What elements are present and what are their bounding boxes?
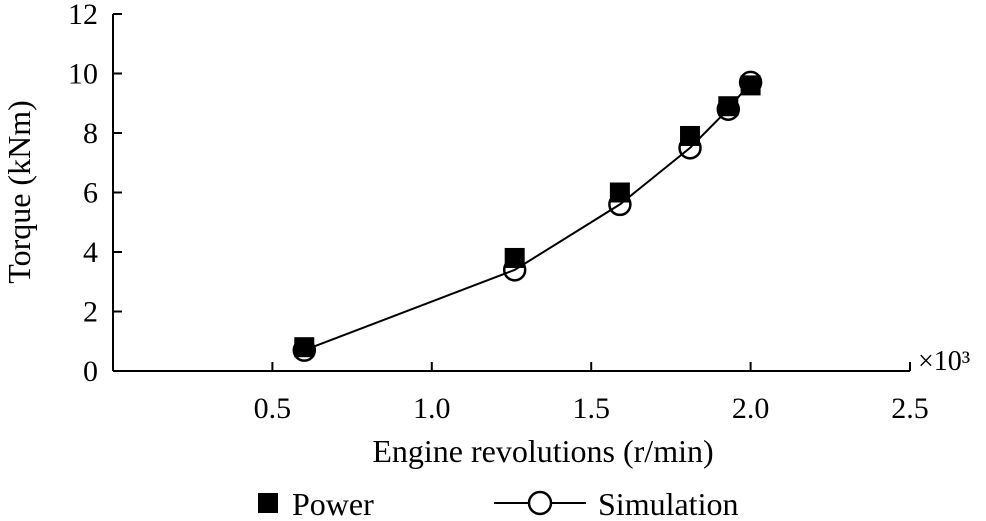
series-line-simulation	[303, 81, 752, 352]
x-tick-label: 0.5	[254, 392, 292, 425]
x-tick-label: 1.0	[413, 392, 451, 425]
y-tick-label: 8	[83, 117, 98, 150]
x-axis-title: Engine revolutions (r/min)	[372, 433, 713, 469]
y-axis-title: Torque (kNm)	[1, 100, 37, 283]
data-point-simulation	[608, 192, 632, 217]
data-point-power	[504, 247, 525, 268]
y-tick-label: 4	[83, 236, 98, 269]
data-point-power	[609, 182, 630, 203]
data-point-simulation	[738, 70, 763, 95]
data-point-power	[680, 125, 701, 146]
legend-filled-square-icon	[258, 493, 278, 513]
y-ticks: 0 2 4 6 8 10 12	[68, 0, 122, 388]
x-tick-label: 1.5	[572, 392, 610, 425]
x-ticks: 0.5 1.0 1.5 2.0 2.5	[254, 362, 929, 425]
y-tick-label: 10	[68, 58, 98, 91]
x-multiplier-label: ×10³	[918, 346, 970, 377]
legend: Power Simulation	[258, 486, 738, 521]
y-tick-label: 2	[83, 296, 98, 329]
legend-item-simulation: Simulation	[494, 486, 738, 521]
data-point-simulation	[502, 258, 527, 282]
y-tick-label: 12	[68, 0, 98, 31]
y-tick-label: 0	[83, 355, 98, 388]
data-point-simulation	[716, 97, 741, 121]
y-tick-label: 6	[83, 177, 98, 210]
x-tick-label: 2.0	[732, 392, 770, 425]
data-point-simulation	[678, 136, 702, 160]
legend-label-power: Power	[292, 486, 374, 521]
data-point-simulation	[292, 338, 317, 362]
legend-open-circle-icon	[527, 490, 553, 516]
legend-label-simulation: Simulation	[598, 486, 738, 521]
x-tick-label: 2.5	[891, 392, 929, 425]
legend-item-power: Power	[258, 486, 374, 521]
series-layer	[292, 70, 763, 362]
